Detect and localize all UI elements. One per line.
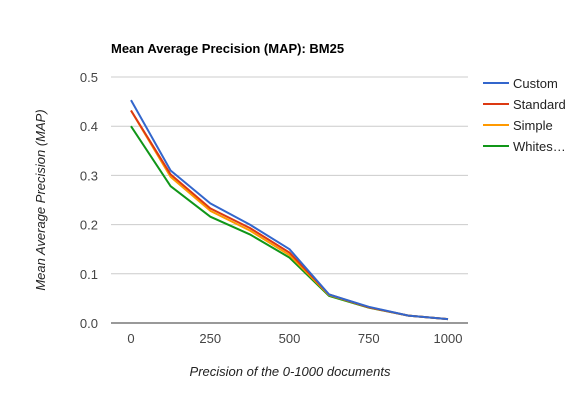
y-tick-label: 0.0: [80, 316, 98, 331]
series-line-whites: [130, 125, 449, 321]
gridlines: [111, 76, 468, 324]
y-tick-label: 0.1: [80, 267, 98, 282]
y-tick-labels: 0.0 0.1 0.2 0.3 0.4 0.5: [80, 70, 98, 331]
x-axis-title: Precision of the 0-1000 documents: [190, 364, 391, 379]
y-tick-label: 0.5: [80, 70, 98, 85]
legend-label: Custom: [513, 76, 558, 91]
x-tick-label: 250: [199, 331, 221, 346]
y-tick-label: 0.3: [80, 168, 98, 183]
chart-title: Mean Average Precision (MAP): BM25: [111, 41, 344, 56]
series-line-custom: [130, 99, 449, 321]
series-line-simple: [130, 109, 449, 321]
legend-label: Simple: [513, 118, 553, 133]
legend-label: Standard: [513, 97, 566, 112]
series-line-standard: [130, 109, 449, 321]
x-tick-labels: 0 250 500 750 1000: [127, 331, 462, 346]
y-axis-title: Mean Average Precision (MAP): [33, 109, 48, 290]
legend-label: Whites…: [513, 139, 566, 154]
legend: Custom Standard Simple Whites…: [483, 76, 566, 154]
x-tick-label: 0: [127, 331, 134, 346]
y-tick-label: 0.2: [80, 218, 98, 233]
y-tick-label: 0.4: [80, 119, 98, 134]
x-tick-label: 1000: [434, 331, 463, 346]
x-tick-label: 500: [279, 331, 301, 346]
x-tick-label: 750: [358, 331, 380, 346]
series-lines: [130, 99, 449, 321]
